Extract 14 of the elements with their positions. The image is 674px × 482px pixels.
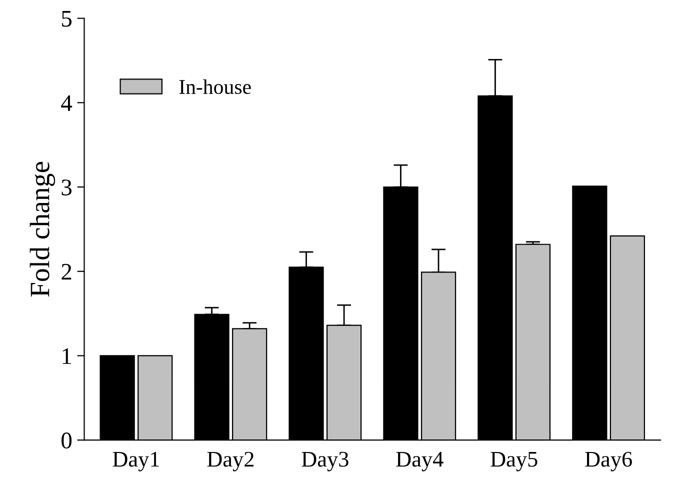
x-tick-label: Day1: [112, 452, 159, 472]
x-tick-label: Day4: [396, 452, 444, 472]
y-tick-label: 3: [62, 180, 72, 196]
y-tick-label: 0: [62, 432, 72, 448]
y-tick-label: 5: [62, 11, 72, 27]
x-tick-label: Day3: [302, 452, 348, 472]
legend-label: In-house: [179, 79, 251, 94]
y-tick-label: 2: [62, 264, 72, 280]
x-tick-label: Day2: [207, 452, 254, 472]
y-tick-label: 4: [61, 95, 72, 111]
x-tick-label: Day6: [585, 452, 632, 472]
x-tick-label: Day5: [490, 452, 538, 472]
y-tick-label: 1: [62, 348, 72, 364]
y-axis-title: Fold change: [30, 162, 56, 297]
